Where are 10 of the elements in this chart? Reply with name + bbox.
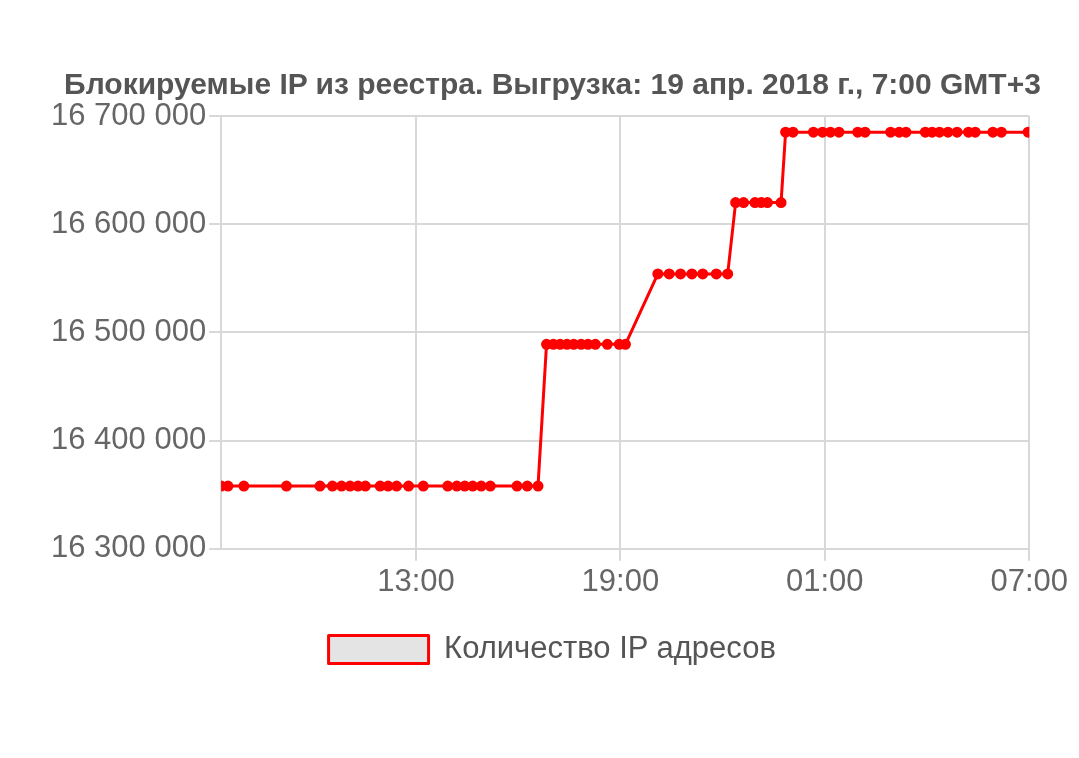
legend-label: Количество IP адресов xyxy=(444,630,776,666)
chart-title: Блокируемые IP из реестра. Выгрузка: 19 апр. 2018 г., 7:00 GMT+3 xyxy=(64,67,1041,101)
y-tick-label: 16 600 000 xyxy=(51,204,207,240)
x-tick-label: 01:00 xyxy=(785,562,864,598)
x-tick-label: 13:00 xyxy=(377,562,455,598)
x-tick-label: 19:00 xyxy=(581,562,660,598)
y-tick-label: 16 400 000 xyxy=(51,421,207,457)
x-tick-label: 07:00 xyxy=(990,562,1068,598)
y-tick-label: 16 300 000 xyxy=(51,529,207,565)
y-tick-label: 16 500 000 xyxy=(51,312,207,348)
